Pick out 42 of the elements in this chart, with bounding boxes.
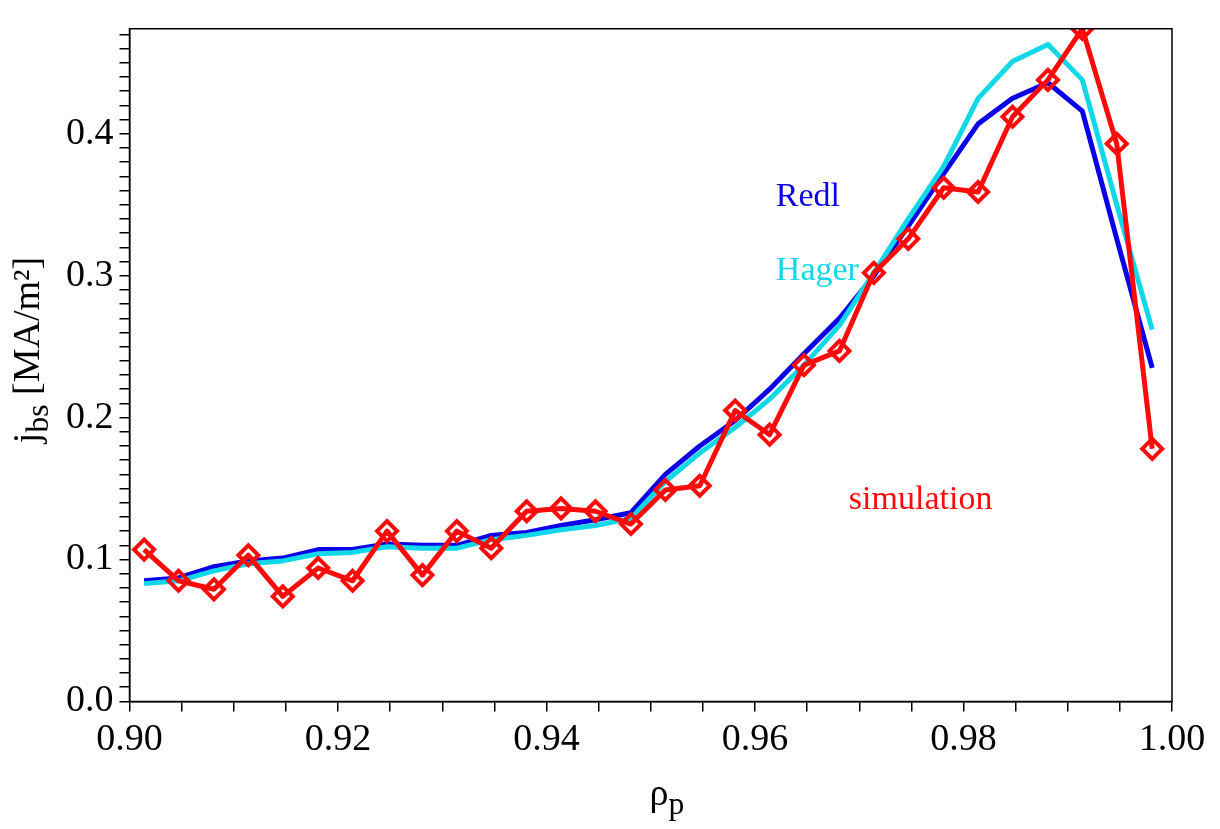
- point: [861, 260, 886, 285]
- point: [1000, 104, 1025, 129]
- point: [1140, 436, 1165, 461]
- x-tick-label: 0.92: [304, 716, 372, 759]
- x-axis-title: ρ$_{p}$: [648, 770, 686, 822]
- point: [201, 577, 226, 602]
- point: [931, 175, 956, 200]
- point: [653, 477, 678, 502]
- point: [444, 519, 469, 544]
- x-tick-label: 0.98: [930, 716, 997, 759]
- x-tick-label: 1.00: [1138, 716, 1206, 759]
- point: [1035, 67, 1060, 92]
- text: simulation: [848, 478, 993, 516]
- point: [723, 398, 748, 423]
- point: [583, 499, 608, 524]
- point: [827, 338, 852, 363]
- point: [896, 226, 921, 251]
- point: [757, 422, 782, 447]
- point: [410, 563, 435, 588]
- point: [132, 537, 157, 562]
- series-label: Hager: [775, 249, 860, 287]
- y-tick-label: 0.2: [66, 393, 114, 436]
- point: [549, 496, 574, 521]
- point: [618, 512, 643, 537]
- x-tick-label: 0.96: [721, 716, 789, 759]
- point: [340, 568, 365, 593]
- point: [306, 556, 331, 581]
- point: [687, 473, 712, 498]
- point: [166, 568, 191, 593]
- point: [270, 584, 295, 609]
- point: [375, 519, 399, 544]
- point: [479, 536, 504, 561]
- y-tick-label: 0.1: [66, 535, 114, 578]
- point: [966, 179, 991, 204]
- point: [236, 543, 261, 568]
- point: [514, 499, 539, 524]
- point: [792, 353, 816, 378]
- y-tick-label: 0.3: [66, 251, 114, 294]
- y-tick-label: 0.4: [66, 109, 114, 152]
- series-label: Redl: [775, 175, 841, 213]
- x-tick-label: 0.94: [513, 716, 580, 759]
- point: [1104, 131, 1129, 156]
